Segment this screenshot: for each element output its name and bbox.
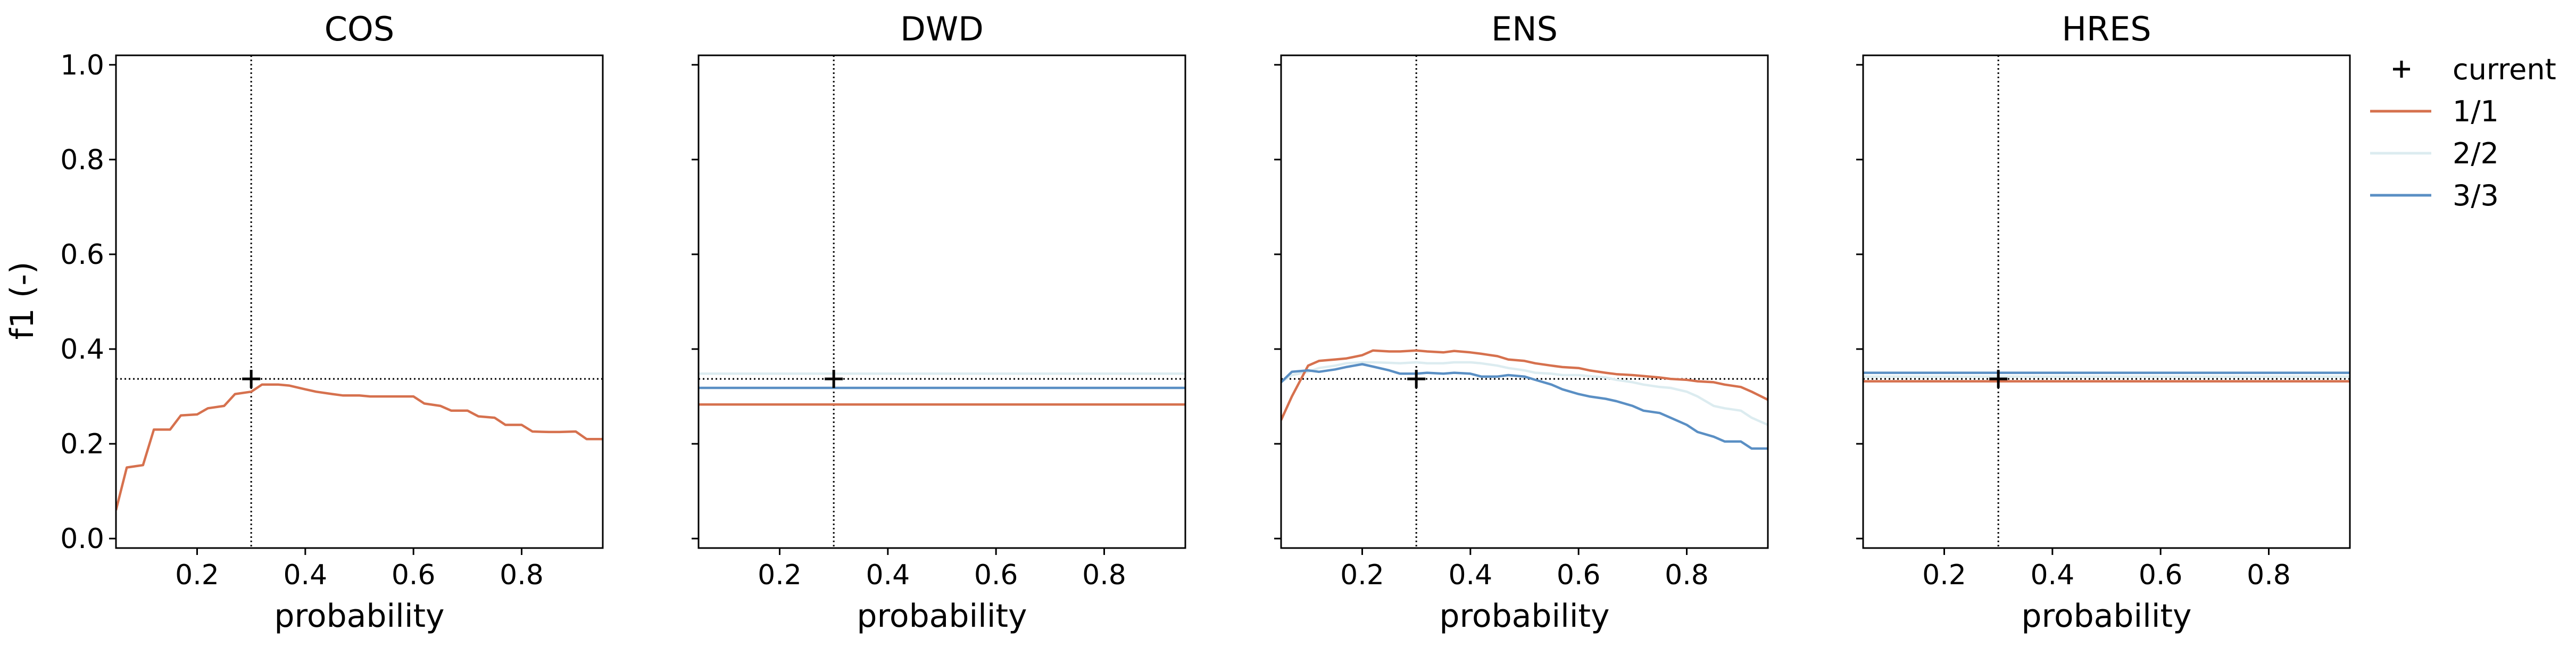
panel-ens: ENS probability 0.2 0.4 0.6 0.8: [1274, 10, 1769, 635]
plot-frame-cos: [115, 54, 604, 549]
legend: current 1/1 2/2 3/3: [2370, 53, 2556, 212]
x-tick-label-dwd: 0.2: [758, 559, 802, 591]
panel-title-ens: ENS: [1491, 10, 1558, 48]
series-line-ens-3-3: [1281, 363, 1768, 450]
legend-label: 1/1: [2453, 95, 2499, 128]
legend-label: 2/2: [2453, 137, 2499, 170]
x-axis-label-dwd: probability: [857, 598, 1027, 635]
x-axis-label-ens: probability: [1439, 598, 1609, 635]
plot-area-dwd: [699, 55, 1185, 548]
x-tick-label-dwd: 0.8: [1082, 559, 1126, 591]
x-tick-label-dwd: 0.6: [974, 559, 1018, 591]
panel-cos: COS probability 0.2 0.4 0.6 0.8 0.0 0.2 0.4 0.6 0.…: [60, 10, 604, 635]
plot-area-cos: [116, 55, 603, 548]
panel-title-cos: COS: [325, 10, 394, 48]
y-tick-label: 0.0: [60, 523, 104, 555]
x-tick-label-cos: 0.8: [500, 559, 544, 591]
plot-area-ens: [1281, 55, 1768, 548]
legend-item-current: current: [2393, 53, 2556, 86]
plot-area-hres: [1863, 55, 2350, 548]
x-tick-label-ens: 0.8: [1665, 559, 1709, 591]
legend-label: current: [2453, 53, 2556, 86]
y-tick-label: 0.8: [60, 144, 104, 176]
y-axis-label: f1 (-): [4, 262, 41, 340]
y-tick-label: 1.0: [60, 49, 104, 81]
plot-frame-hres: [1862, 54, 2351, 549]
legend-item-two: 2/2: [2370, 137, 2499, 170]
x-tick-label-ens: 0.2: [1340, 559, 1384, 591]
x-tick-label-hres: 0.8: [2247, 559, 2291, 591]
y-tick-label: 0.2: [60, 428, 104, 460]
x-tick-label-hres: 0.4: [2030, 559, 2074, 591]
current-marker-ens: [1407, 370, 1426, 388]
panel-title-hres: HRES: [2062, 10, 2151, 48]
x-tick-label-dwd: 0.4: [866, 559, 910, 591]
legend-item-three: 3/3: [2370, 179, 2499, 212]
panel-hres: HRES probability 0.2 0.4 0.6 0.8: [1856, 10, 2351, 635]
panel-title-dwd: DWD: [900, 10, 984, 48]
y-tick-label: 0.4: [60, 334, 104, 366]
plot-frame-dwd: [697, 54, 1186, 549]
x-tick-label-cos: 0.6: [392, 559, 436, 591]
plot-frame-ens: [1280, 54, 1769, 549]
x-tick-label-ens: 0.6: [1557, 559, 1601, 591]
series-line-cos-1-1: [116, 383, 603, 511]
x-tick-label-ens: 0.4: [1448, 559, 1492, 591]
current-marker-dwd: [825, 370, 843, 388]
current-marker-hres: [1989, 370, 2008, 388]
y-tick-label: 0.6: [60, 239, 104, 271]
subplot-grid: COS probability 0.2 0.4 0.6 0.8 0.0 0.2 0.4 0.6 0.…: [60, 10, 2351, 635]
x-axis-label-cos: probability: [274, 598, 444, 635]
legend-label: 3/3: [2453, 179, 2499, 212]
series-line-ens-2-2: [1281, 361, 1768, 426]
current-marker-cos: [242, 370, 261, 388]
x-tick-label-hres: 0.6: [2139, 559, 2183, 591]
x-tick-label-hres: 0.2: [1922, 559, 1966, 591]
x-tick-label-cos: 0.4: [283, 559, 327, 591]
x-axis-label-hres: probability: [2021, 598, 2191, 635]
legend-item-one: 1/1: [2370, 95, 2499, 128]
panel-dwd: DWD probability 0.2 0.4 0.6 0.8: [692, 10, 1186, 635]
series-line-ens-1-1: [1281, 349, 1768, 421]
x-tick-label-cos: 0.2: [175, 559, 219, 591]
